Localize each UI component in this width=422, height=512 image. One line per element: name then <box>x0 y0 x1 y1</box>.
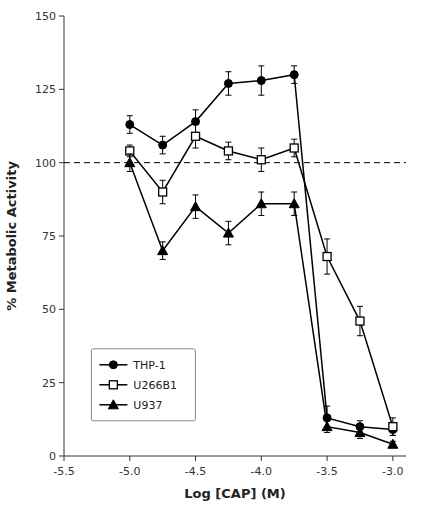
data-point <box>159 141 167 149</box>
background <box>0 0 422 512</box>
data-point <box>388 439 398 448</box>
x-tick-label: -3.5 <box>316 465 337 478</box>
data-point <box>125 158 135 167</box>
reference-line <box>64 162 406 163</box>
y-tick <box>59 456 64 457</box>
data-point <box>323 253 331 261</box>
data-point <box>257 156 265 164</box>
data-point <box>224 147 232 155</box>
data-point <box>159 188 167 196</box>
legend-item: U266B1 <box>99 379 177 392</box>
error-bar <box>225 142 231 160</box>
legend-label: U266B1 <box>133 379 177 392</box>
data-point <box>257 77 265 85</box>
error-bar <box>357 306 363 335</box>
x-tick <box>195 456 196 461</box>
data-point <box>356 317 364 325</box>
x-tick <box>129 456 130 461</box>
data-point <box>158 246 168 255</box>
error-bar <box>258 148 264 171</box>
x-tick <box>327 456 328 461</box>
data-point <box>256 199 266 208</box>
y-axis-label: % Metabolic Activity <box>4 161 19 311</box>
x-tick-label: -3.0 <box>382 465 403 478</box>
y-tick-label: 0 <box>49 450 56 463</box>
data-point <box>355 428 365 437</box>
x-tick-label: -4.0 <box>251 465 272 478</box>
y-tick-label: 50 <box>42 303 56 316</box>
legend-label: THP-1 <box>132 359 165 372</box>
error-bar <box>225 72 231 95</box>
x-axis-label: Log [CAP] (M) <box>184 486 285 501</box>
data-point <box>126 147 134 155</box>
legend-box <box>91 349 195 421</box>
y-tick <box>59 16 64 17</box>
error-bar <box>258 66 264 95</box>
x-tick-label: -5.5 <box>53 465 74 478</box>
y-tick <box>59 236 64 237</box>
y-tick-label: 125 <box>35 83 56 96</box>
error-bar <box>160 136 166 154</box>
y-tick-label: 25 <box>42 377 56 390</box>
x-tick <box>392 456 393 461</box>
data-point <box>389 423 397 431</box>
legend-item: THP-1 <box>99 359 165 372</box>
legend: THP-1 U266B1 U937 <box>91 349 195 421</box>
series-line <box>130 136 393 426</box>
x-tick <box>261 456 262 461</box>
data-point <box>289 199 299 208</box>
legend-swatch-marker <box>109 381 117 389</box>
data-point <box>126 121 134 129</box>
x-tick-label: -5.0 <box>119 465 140 478</box>
y-tick-label: 75 <box>42 230 56 243</box>
y-tick-label: 150 <box>35 10 56 23</box>
y-tick <box>59 89 64 90</box>
error-bar <box>390 418 396 436</box>
data-point <box>191 202 201 211</box>
data-point <box>192 118 200 126</box>
data-point <box>290 144 298 152</box>
error-bar <box>193 125 199 148</box>
x-axis-line <box>64 456 406 457</box>
y-tick <box>59 382 64 383</box>
error-bar <box>160 180 166 203</box>
y-tick <box>59 162 64 163</box>
data-point <box>322 422 332 431</box>
data-point <box>290 71 298 79</box>
legend-label: U937 <box>133 399 162 412</box>
legend-swatch-marker <box>108 400 118 409</box>
legend-item: U937 <box>99 399 162 412</box>
error-bar <box>291 139 297 157</box>
plot-area <box>64 66 406 448</box>
y-tick <box>59 309 64 310</box>
chart: -5.5 -5.0 -4.5 -4.0 -3.5 -3.0 0 25 50 75 100 125 150… <box>0 0 422 512</box>
data-point <box>223 228 233 237</box>
x-tick <box>64 456 65 461</box>
legend-swatch-marker <box>109 361 117 369</box>
data-point <box>192 132 200 140</box>
error-bar <box>291 66 297 84</box>
error-bar <box>324 239 330 274</box>
y-tick-label: 100 <box>35 157 56 170</box>
x-tick-label: -4.5 <box>185 465 206 478</box>
data-point <box>224 79 232 87</box>
